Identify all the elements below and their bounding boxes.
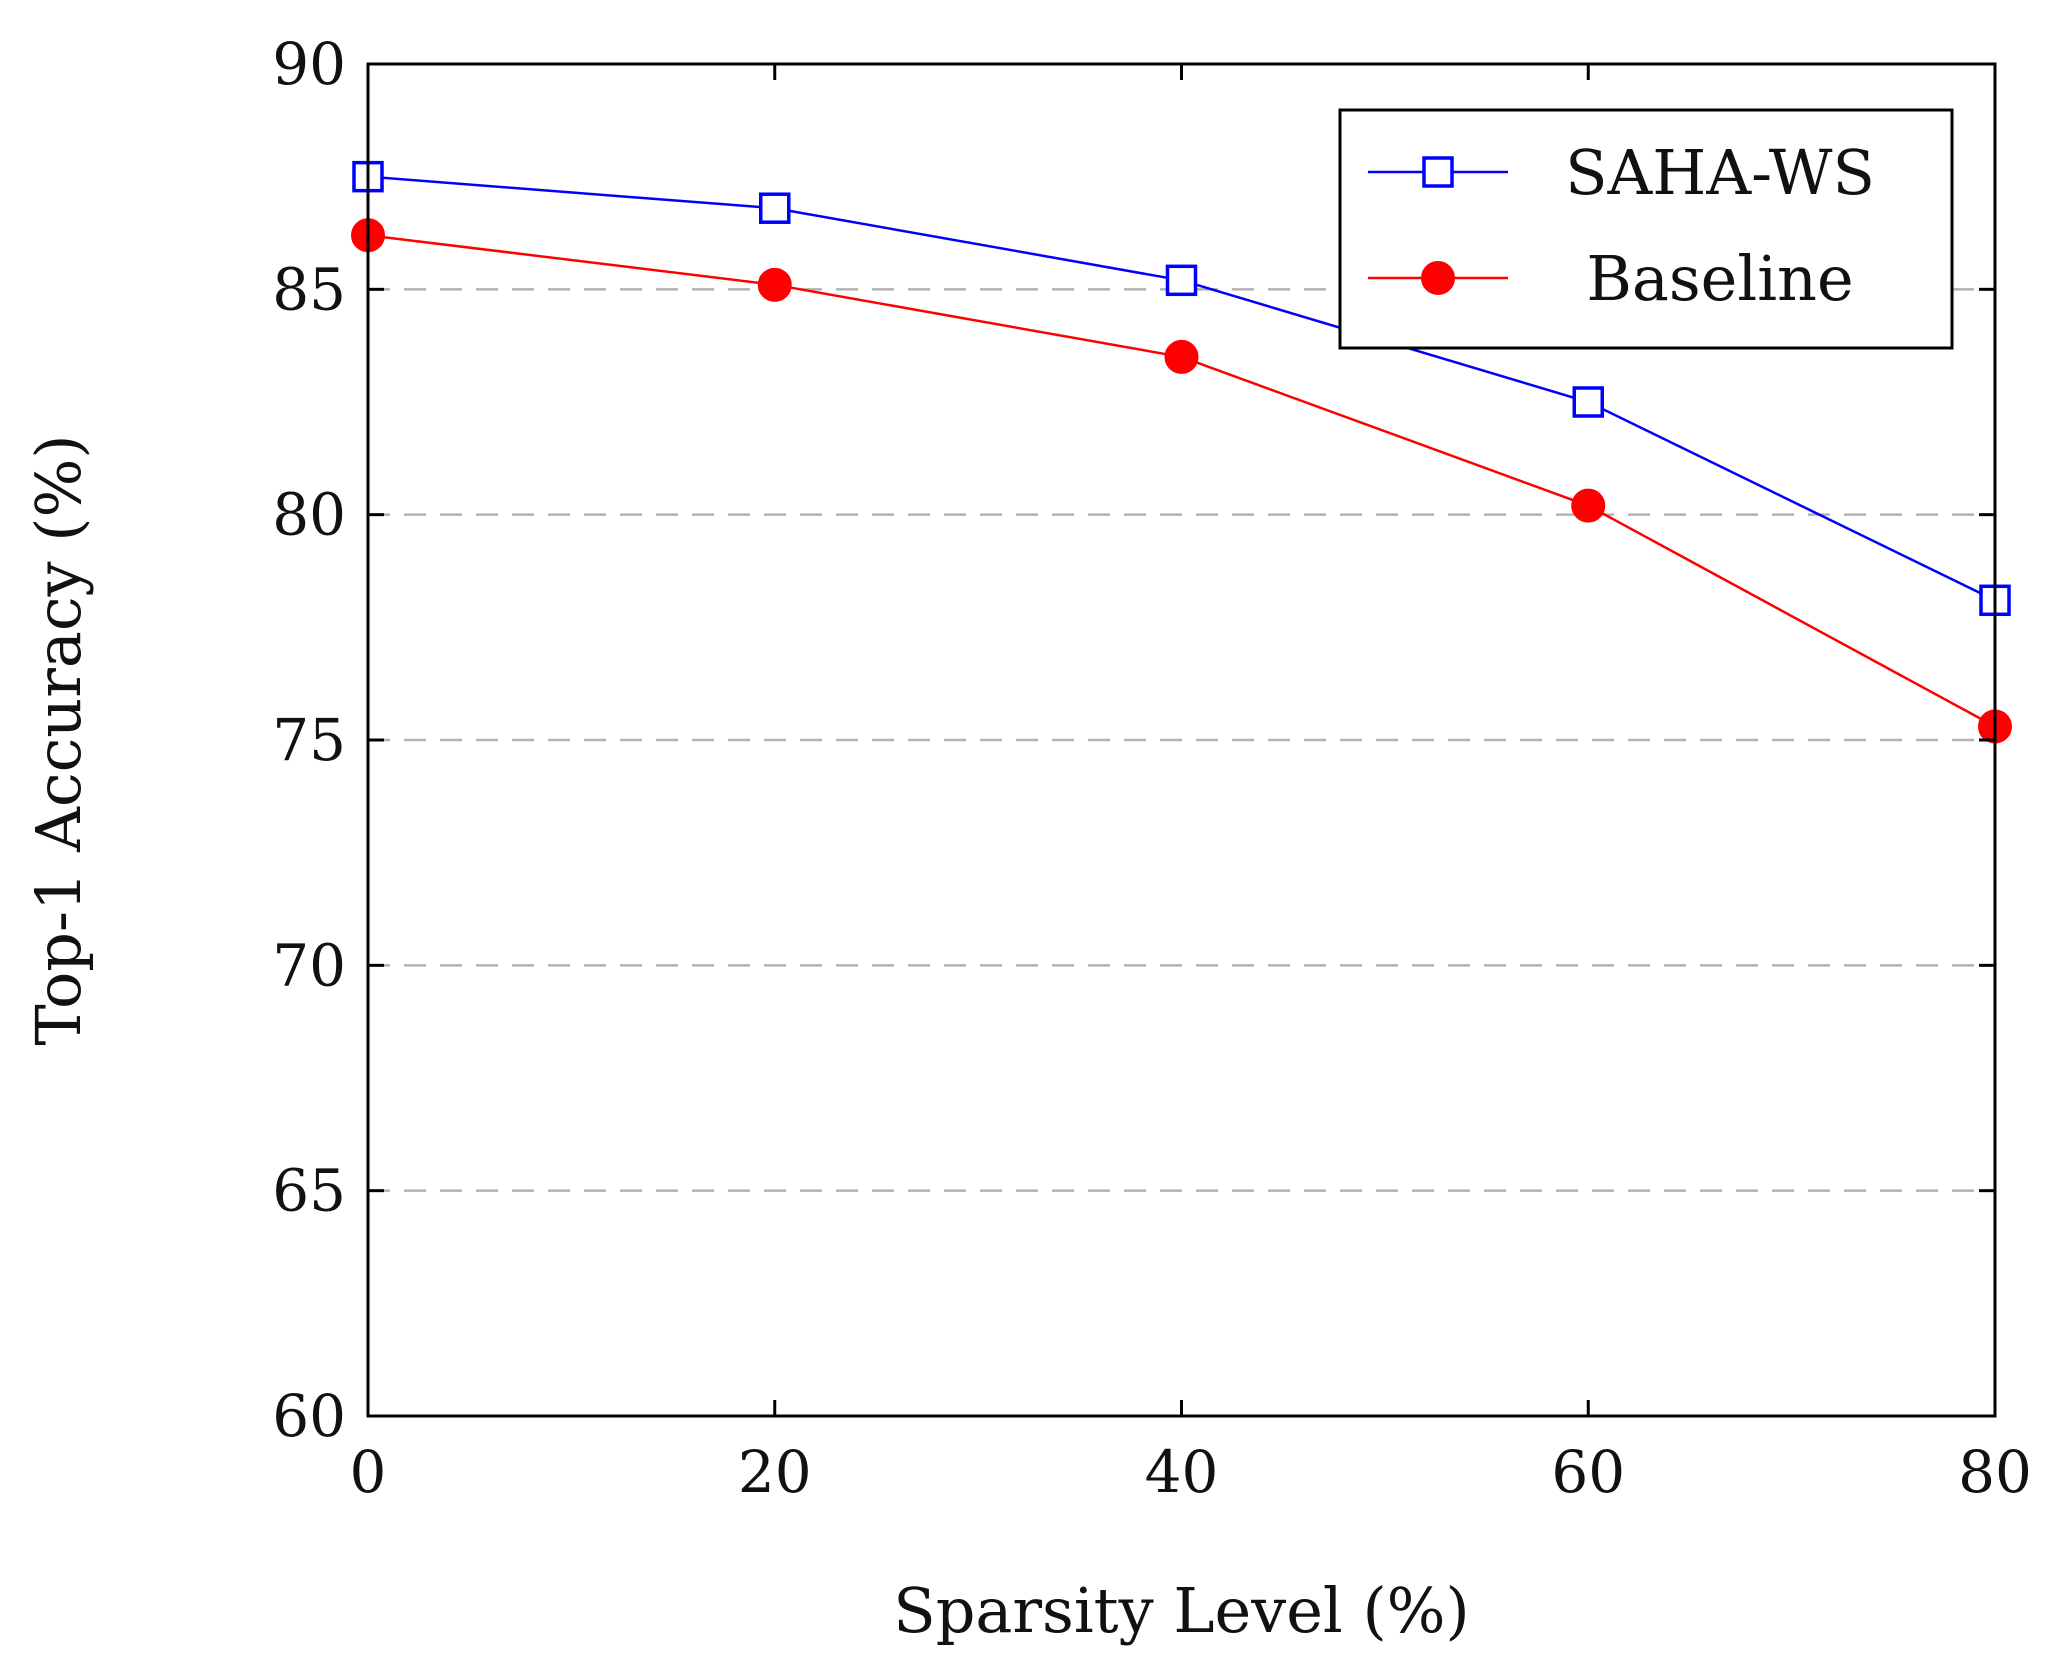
y-axis-label: Top-1 Accuracy (%) (22, 434, 95, 1045)
legend-marker-baseline (1421, 261, 1455, 295)
data-point-saha-ws-40 (1165, 264, 1198, 297)
x-tick-label-20: 20 (738, 1438, 812, 1506)
axis-ticks (366, 62, 1997, 1418)
y-tick-label-75: 75 (272, 706, 346, 774)
y-tick-label-65: 65 (272, 1157, 346, 1225)
legend-label-baseline: Baseline (1586, 242, 1853, 315)
legend-item-saha-ws: SAHA-WS (1368, 136, 1875, 209)
grid-lines (368, 288, 1995, 1192)
y-tick-label-70: 70 (272, 931, 346, 999)
x-tick-label-80: 80 (1958, 1438, 2032, 1506)
data-point-saha-ws-60 (1572, 386, 1604, 418)
legend-item-baseline: Baseline (1368, 242, 1854, 315)
legend: SAHA-WS Baseline (1338, 108, 1954, 350)
x-axis-label: Sparsity Level (%) (893, 1574, 1469, 1647)
x-tick-label-60: 60 (1551, 1438, 1625, 1506)
y-tick-label-80: 80 (272, 481, 346, 549)
tick-labels: 60 65 70 75 80 85 90 0 20 40 60 80 (272, 30, 2032, 1506)
y-tick-label-60: 60 (272, 1382, 346, 1450)
legend-label-saha-ws: SAHA-WS (1565, 136, 1875, 209)
data-point-baseline-60 (1571, 488, 1606, 523)
legend-box (1338, 108, 1954, 350)
data-point-saha-ws-20 (759, 192, 791, 224)
y-tick-label-85: 85 (272, 255, 346, 323)
data-point-baseline-20 (757, 267, 792, 302)
data-point-baseline-40 (1164, 339, 1199, 374)
y-tick-label-90: 90 (272, 30, 346, 98)
legend-marker-saha-ws (1422, 156, 1454, 188)
x-tick-label-40: 40 (1145, 1438, 1219, 1506)
x-tick-label-0: 0 (350, 1438, 387, 1506)
legend-items: SAHA-WS Baseline (1368, 136, 1875, 315)
series-baseline (351, 218, 2012, 744)
